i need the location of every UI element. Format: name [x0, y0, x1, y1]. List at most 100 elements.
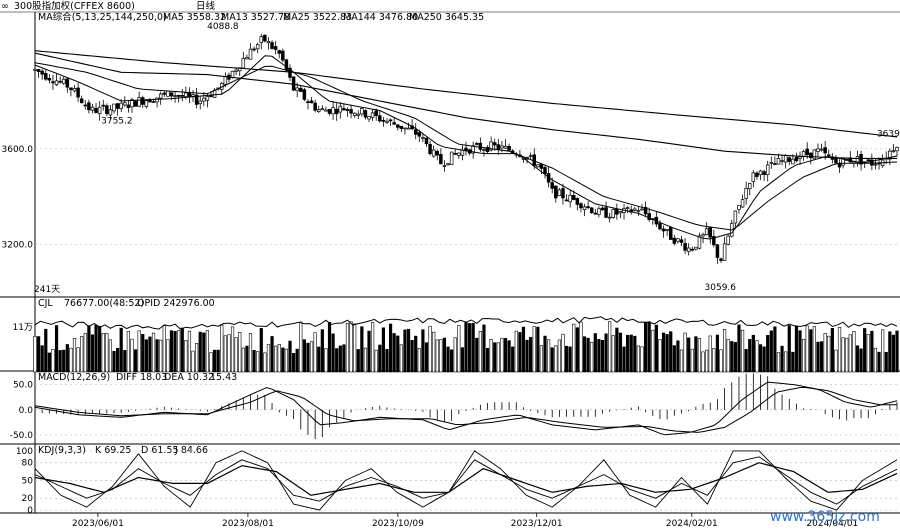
volume-bar: [248, 333, 253, 373]
macd-diff-legend: DIFF 18.03: [116, 372, 167, 383]
volume-bar: [137, 330, 141, 373]
candle-body: [270, 42, 274, 49]
volume-bar: [532, 326, 536, 373]
volume-bar: [353, 323, 357, 373]
candle-body: [259, 36, 264, 43]
candle-body: [144, 100, 149, 107]
candle-body: [715, 244, 720, 258]
candle-body: [291, 76, 296, 91]
candle-body: [345, 109, 350, 111]
volume-bar: [421, 329, 425, 373]
volume-bar: [317, 346, 321, 373]
candle-body: [676, 238, 680, 242]
volume-bar: [881, 329, 885, 373]
volume-bar: [661, 332, 666, 373]
volume-bar: [529, 336, 533, 373]
candle-body: [740, 199, 745, 208]
candle-body: [123, 102, 127, 106]
y-tick-label: 80: [22, 459, 34, 469]
candle-body: [597, 208, 601, 215]
candle-body: [827, 154, 831, 157]
volume-bar: [888, 331, 892, 373]
volume-bar: [866, 334, 870, 373]
volume-bar: [72, 338, 77, 373]
candle-body: [647, 213, 651, 221]
volume-bar: [608, 321, 612, 373]
volume-bar: [762, 346, 766, 373]
macd-panel[interactable]: MACD(12,26,9) DIFF 18.03 DEA 10.32 15.43…: [10, 372, 898, 441]
volume-bar: [475, 337, 479, 373]
price-panel[interactable]: MA综合(5,13,25,144,250,0) MA5 3558.32 MA13…: [2, 11, 900, 295]
candle-body: [399, 125, 404, 129]
candle-body: [891, 150, 896, 153]
candle-body: [568, 194, 572, 203]
candle-body: [528, 155, 533, 157]
candle-body: [58, 80, 62, 83]
volume-bar: [575, 327, 579, 373]
candle-body: [719, 258, 723, 261]
candle-body: [561, 188, 565, 199]
volume-bar: [500, 337, 504, 373]
volume-bar: [633, 335, 637, 373]
volume-bar: [895, 330, 899, 373]
period-label: 日线: [196, 0, 216, 12]
candle-body: [744, 188, 748, 199]
candle-body: [273, 46, 278, 50]
ma-legend-title: MA综合(5,13,25,144,250,0): [38, 11, 167, 23]
volume-bar: [155, 339, 159, 373]
volume-panel[interactable]: CJL 76677.00(48:52) OPID 242976.00 11万: [13, 298, 899, 373]
volume-bar: [834, 349, 838, 373]
volume-bar: [424, 342, 429, 373]
volume-bar: [198, 331, 202, 373]
candle-body: [367, 116, 371, 120]
candle-body: [737, 204, 741, 210]
volume-bar: [87, 325, 91, 373]
volume-bar: [126, 331, 130, 373]
candle-body: [388, 119, 393, 122]
volume-bar: [184, 340, 188, 373]
candle-body: [722, 243, 727, 261]
volume-bar: [873, 347, 878, 373]
candle-body: [636, 210, 641, 212]
volume-bar: [98, 325, 102, 373]
volume-bar: [658, 339, 662, 373]
volume-bar: [381, 327, 385, 373]
volume-bar: [572, 323, 576, 373]
candle-body: [726, 235, 730, 245]
volume-bar: [277, 343, 281, 373]
volume-bar: [360, 326, 364, 373]
candle-body: [475, 143, 479, 145]
volume-bar: [54, 325, 59, 373]
volume-bar: [313, 332, 317, 373]
candle-body: [306, 101, 310, 103]
price-annotation: 3755.2: [101, 117, 133, 127]
candle-body: [356, 113, 361, 116]
volume-bar: [773, 326, 777, 373]
volume-bar: [593, 333, 597, 373]
volume-bar: [855, 345, 860, 373]
candle-body: [413, 129, 418, 135]
kdj-panel[interactable]: KDJ(9,3,3) K 69.25 D 61.55 J 84.66 100 80…: [16, 445, 898, 516]
candle-body: [187, 92, 192, 97]
candle-body: [97, 106, 102, 115]
candle-body: [701, 234, 705, 237]
candle-body: [119, 102, 123, 110]
candle-body: [816, 148, 820, 152]
volume-bar: [123, 350, 127, 373]
candle-body: [439, 154, 443, 165]
volume-bar: [471, 323, 475, 373]
candle-body: [611, 209, 616, 218]
candle-body: [69, 87, 73, 90]
candle-body: [837, 163, 842, 168]
candle-body: [378, 115, 382, 122]
ma144-line: [34, 52, 897, 159]
volume-bar: [44, 328, 48, 373]
volume-bar: [417, 348, 421, 373]
volume-bar: [719, 349, 723, 373]
ma250-legend: MA250 3645.35: [409, 12, 484, 23]
volume-bar: [306, 342, 310, 373]
volume-bar: [726, 339, 730, 373]
candle-body: [758, 170, 763, 176]
volume-bar: [151, 332, 156, 373]
